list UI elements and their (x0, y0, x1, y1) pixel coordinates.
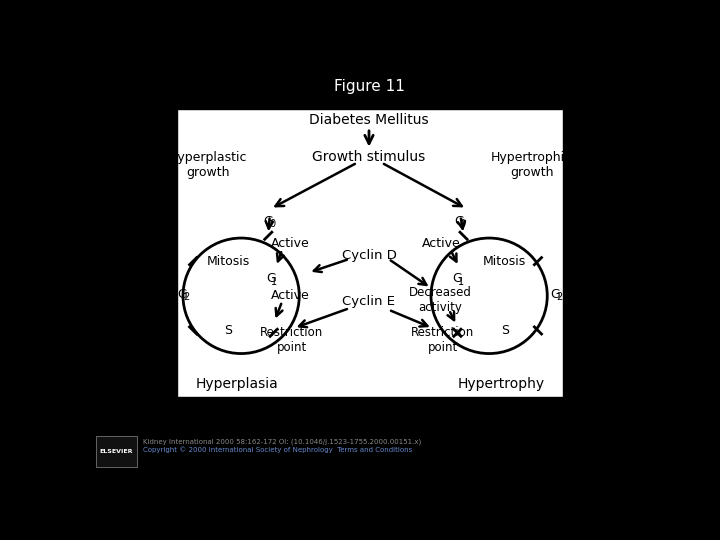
Text: Active: Active (422, 237, 461, 250)
Bar (177, 109, 563, 397)
Text: Decreased
activity: Decreased activity (409, 286, 472, 314)
Bar (96, 436, 137, 467)
Text: Hyperplasia: Hyperplasia (196, 377, 279, 392)
Text: Diabetes Mellitus: Diabetes Mellitus (309, 113, 429, 127)
Text: Hypertrophy: Hypertrophy (457, 377, 544, 392)
Text: 2: 2 (556, 292, 562, 302)
Text: G: G (454, 214, 464, 228)
Text: Cyclin D: Cyclin D (341, 249, 397, 262)
Text: Active: Active (271, 289, 310, 302)
Text: S: S (500, 324, 508, 337)
Text: Hypertrophic
growth: Hypertrophic growth (491, 151, 572, 179)
Text: 0: 0 (269, 219, 275, 229)
Text: 2: 2 (183, 292, 189, 302)
Text: G: G (266, 272, 276, 285)
Text: G: G (453, 272, 462, 285)
Text: S: S (224, 324, 232, 337)
Text: G: G (550, 288, 560, 301)
Text: Growth stimulus: Growth stimulus (312, 150, 426, 164)
Text: Mitosis: Mitosis (207, 255, 250, 268)
Text: Restriction
point: Restriction point (260, 327, 323, 354)
Text: G: G (178, 288, 187, 301)
Text: 0: 0 (459, 219, 466, 229)
Text: Figure 11: Figure 11 (333, 79, 405, 93)
Text: Restriction
point: Restriction point (411, 327, 474, 354)
Text: Active: Active (271, 237, 310, 250)
Text: ELSEVIER: ELSEVIER (99, 449, 133, 454)
Text: Mitosis: Mitosis (483, 255, 526, 268)
Text: 1: 1 (458, 277, 464, 287)
Text: G: G (264, 214, 274, 228)
Text: Copyright © 2000 International Society of Nephrology  Terms and Conditions: Copyright © 2000 International Society o… (143, 447, 412, 453)
Text: Cyclin E: Cyclin E (343, 295, 395, 308)
Text: Kidney International 2000 58:162-172 OI: (10.1046/j.1523-1755.2000.00151.x): Kidney International 2000 58:162-172 OI:… (143, 438, 421, 444)
Text: 1: 1 (271, 277, 277, 287)
Text: Hyperplastic
growth: Hyperplastic growth (168, 151, 247, 179)
